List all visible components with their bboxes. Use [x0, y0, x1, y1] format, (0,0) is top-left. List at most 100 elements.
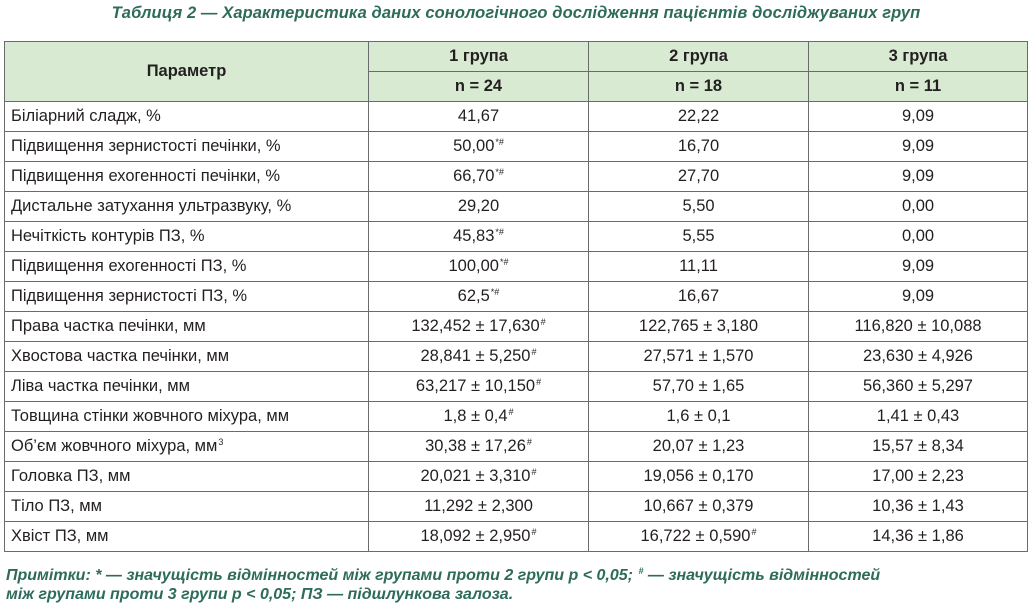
notes-symbol: #	[638, 566, 644, 576]
significance-mark: *#	[495, 137, 504, 147]
cell-value: 27,571 ± 1,570	[643, 347, 754, 365]
significance-mark: *#	[495, 227, 504, 237]
cell-group-3: 56,360 ± 5,297	[808, 371, 1028, 402]
notes-label: Примітки:	[6, 567, 91, 584]
parameter-label: Підвищення зернистості печінки, %	[11, 137, 281, 155]
cell-value: 100,00	[448, 257, 499, 275]
cell-value: 9,09	[901, 137, 935, 155]
cell-value: 11,11	[679, 257, 718, 275]
parameter-label: Біліарний сладж, %	[11, 107, 161, 125]
row-parameter: Головка ПЗ, мм	[4, 461, 369, 492]
table-row: Дистальне затухання ультразвуку, % 29,20 5…	[4, 191, 1028, 222]
cell-value: 14,36 ± 1,86	[872, 527, 964, 545]
row-parameter: Дистальне затухання ультразвуку, %	[4, 191, 369, 222]
table-row: Ліва частка печінки, мм 63,217 ± 10,150# 5…	[4, 371, 1028, 402]
cell-group-2: 16,722 ± 0,590#	[588, 521, 809, 552]
cell-group-3: 0,00	[808, 221, 1028, 252]
cell-group-1: 11,292 ± 2,300	[368, 491, 589, 522]
cell-group-1: 28,841 ± 5,250#	[368, 341, 589, 372]
row-parameter: Права частка печінки, мм	[4, 311, 369, 342]
cell-value: 20,07 ± 1,23	[652, 437, 745, 455]
significance-mark: #	[531, 527, 537, 537]
cell-value: 10,36 ± 1,43	[872, 497, 964, 515]
table-row: Права частка печінки, мм 132,452 ± 17,630…	[4, 311, 1028, 342]
header-group-3: 3 група	[808, 41, 1028, 72]
cell-value: 1,8 ± 0,4	[443, 407, 508, 425]
cell-group-2: 19,056 ± 0,170	[588, 461, 809, 492]
table-row: Підвищення ехогенності печінки, % 66,70*#…	[4, 161, 1028, 192]
parameter-label: Тіло ПЗ, мм	[11, 497, 102, 515]
cell-group-1: 29,20	[368, 191, 589, 222]
cell-value: 18,092 ± 2,950	[420, 527, 531, 545]
cell-value: 63,217 ± 10,150	[415, 377, 536, 395]
cell-group-2: 5,55	[588, 221, 809, 252]
cell-group-2: 16,67	[588, 281, 809, 312]
table-caption: Таблиця 2 — Характеристика даних сонолог…	[111, 4, 921, 22]
cell-value: 16,70	[677, 137, 720, 155]
header-n-2: n = 18	[588, 71, 809, 102]
cell-value: 66,70	[453, 167, 495, 185]
cell-group-2: 27,70	[588, 161, 809, 192]
notes-line-2: між групами проти 3 групи р < 0,05; ПЗ —…	[6, 586, 514, 603]
cell-group-3: 9,09	[808, 161, 1028, 192]
cell-value: 0,00	[901, 227, 935, 245]
header-row-n: n = 24 n = 18 n = 11	[5, 71, 1028, 102]
cell-value: 45,83	[453, 227, 495, 245]
cell-group-2: 11,11	[588, 251, 809, 282]
cell-group-1: 66,70*#	[368, 161, 589, 192]
cell-group-1: 30,38 ± 17,26#	[368, 431, 589, 462]
cell-value: 57,70 ± 1,65	[652, 377, 745, 395]
cell-group-1: 45,83*#	[368, 221, 589, 252]
cell-value: 50,00	[453, 137, 495, 155]
cell-value: 28,841 ± 5,250	[420, 347, 531, 365]
parameter-label: Підвищення ехогенності ПЗ, %	[11, 257, 247, 275]
cell-group-3: 0,00	[808, 191, 1028, 222]
row-parameter: Товщина стінки жовчного міхура, мм	[4, 401, 369, 432]
significance-mark: *#	[495, 167, 504, 177]
header-group-1: 1 група	[368, 41, 589, 72]
table-row: Товщина стінки жовчного міхура, мм 1,8 ± …	[4, 401, 1028, 432]
cell-group-3: 23,630 ± 4,926	[808, 341, 1028, 372]
cell-group-2: 5,50	[588, 191, 809, 222]
cell-value: 1,6 ± 0,1	[666, 407, 731, 425]
cell-group-1: 100,00*#	[368, 251, 589, 282]
cell-group-3: 9,09	[808, 281, 1028, 312]
cell-value: 9,09	[901, 107, 935, 125]
significance-mark: #	[508, 407, 514, 417]
cell-group-2: 27,571 ± 1,570	[588, 341, 809, 372]
parameter-label: Хвіст ПЗ, мм	[11, 527, 109, 545]
cell-value: 5,55	[682, 227, 715, 245]
cell-group-1: 132,452 ± 17,630#	[368, 311, 589, 342]
parameter-superscript: 3	[218, 437, 224, 447]
significance-mark: *#	[490, 287, 500, 297]
table-row: Хвіст ПЗ, мм 18,092 ± 2,950# 16,722 ± 0,59…	[4, 521, 1028, 552]
cell-value: 116,820 ± 10,088	[854, 317, 982, 335]
row-parameter: Тіло ПЗ, мм	[4, 491, 369, 522]
significance-mark: #	[540, 317, 546, 327]
cell-value: 29,20	[457, 197, 500, 215]
cell-value: 9,09	[901, 287, 935, 305]
cell-group-2: 57,70 ± 1,65	[588, 371, 809, 402]
header-n-3: n = 11	[808, 71, 1028, 102]
row-parameter: Хвостова частка печінки, мм	[4, 341, 369, 372]
table-row: Об’єм жовчного міхура, мм3 30,38 ± 17,26#…	[4, 431, 1028, 462]
cell-value: 132,452 ± 17,630	[411, 317, 540, 335]
table-row: Підвищення зернистості ПЗ, % 62,5*# 16,67 9…	[4, 281, 1028, 312]
cell-value: 10,667 ± 0,379	[643, 497, 754, 515]
cell-group-3: 17,00 ± 2,23	[808, 461, 1028, 492]
cell-value: 23,630 ± 4,926	[863, 347, 973, 365]
table-notes: Примітки: * — значущість відмінностей мі…	[6, 566, 1028, 604]
cell-value: 27,70	[677, 167, 720, 185]
cell-group-2: 122,765 ± 3,180	[588, 311, 809, 342]
cell-group-3: 15,57 ± 8,34	[808, 431, 1028, 462]
parameter-label: Підвищення зернистості ПЗ, %	[11, 287, 248, 305]
significance-mark: #	[536, 377, 542, 387]
table-row: Підвищення ехогенності ПЗ, % 100,00*# 11,1…	[4, 251, 1028, 282]
header-parameter: Параметр	[4, 41, 369, 102]
cell-value: 5,50	[682, 197, 715, 215]
cell-group-2: 20,07 ± 1,23	[588, 431, 809, 462]
cell-group-1: 1,8 ± 0,4#	[368, 401, 589, 432]
table-row: Підвищення зернистості печінки, % 50,00*#…	[4, 131, 1028, 162]
table-body: Біліарний сладж, % 41,67 22,22 9,09 Підвищен…	[4, 101, 1028, 552]
